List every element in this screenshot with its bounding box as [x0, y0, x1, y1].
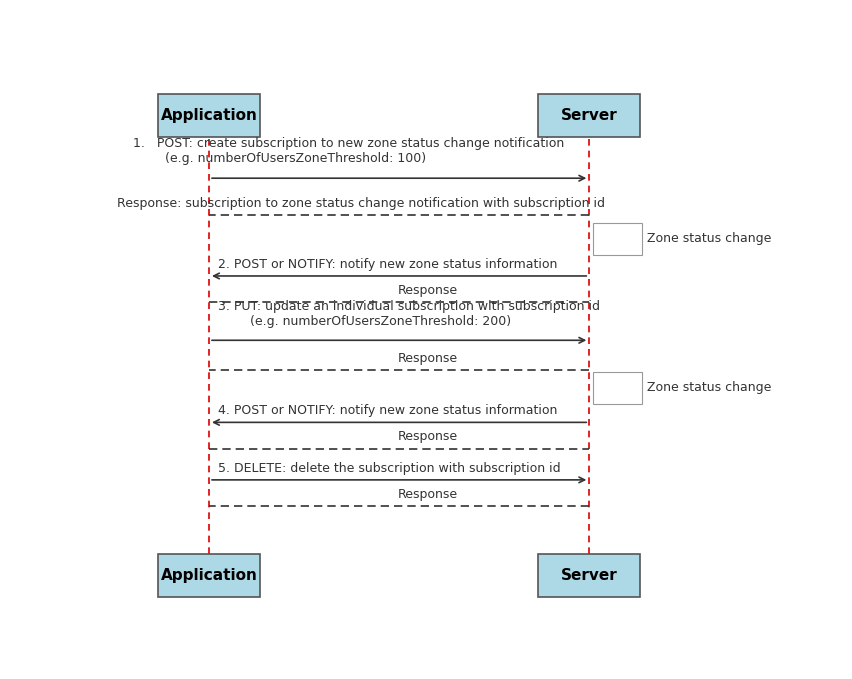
Text: Response: subscription to zone status change notification with subscription id: Response: subscription to zone status ch… — [117, 197, 604, 210]
Text: 3. PUT: update an individual subscription with subscription id
        (e.g. num: 3. PUT: update an individual subscriptio… — [217, 300, 599, 328]
Text: Response: Response — [397, 284, 457, 297]
Text: Response: Response — [397, 488, 457, 501]
Text: Response: Response — [397, 352, 457, 365]
FancyBboxPatch shape — [592, 223, 642, 255]
Text: Zone status change: Zone status change — [647, 232, 771, 245]
Text: Application: Application — [160, 108, 257, 123]
Text: 1.   POST: create subscription to new zone status change notification
        (e: 1. POST: create subscription to new zone… — [133, 137, 564, 165]
FancyBboxPatch shape — [158, 554, 260, 597]
Text: Zone status change: Zone status change — [647, 382, 771, 394]
Text: 5. DELETE: delete the subscription with subscription id: 5. DELETE: delete the subscription with … — [217, 462, 560, 475]
Text: Server: Server — [560, 568, 617, 583]
Text: 2. POST or NOTIFY: notify new zone status information: 2. POST or NOTIFY: notify new zone statu… — [217, 258, 556, 271]
Text: Response: Response — [397, 430, 457, 443]
FancyBboxPatch shape — [538, 94, 640, 137]
Text: 4. POST or NOTIFY: notify new zone status information: 4. POST or NOTIFY: notify new zone statu… — [217, 404, 556, 417]
Text: Server: Server — [560, 108, 617, 123]
FancyBboxPatch shape — [538, 554, 640, 597]
FancyBboxPatch shape — [158, 94, 260, 137]
Text: Application: Application — [160, 568, 257, 583]
FancyBboxPatch shape — [592, 371, 642, 404]
